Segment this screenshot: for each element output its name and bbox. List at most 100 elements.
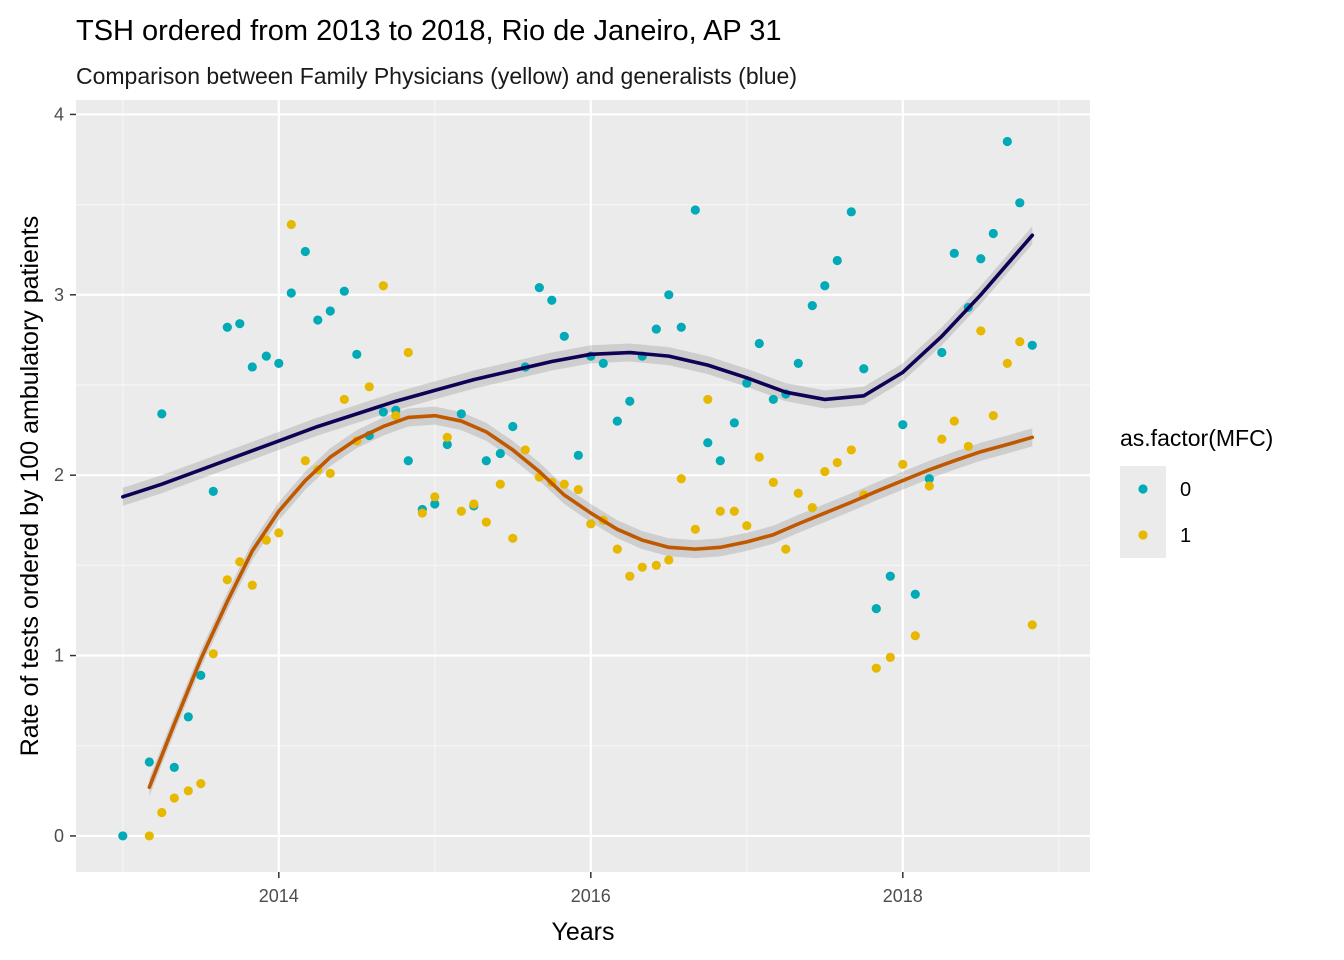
point-series-1 [1015,337,1025,347]
point-series-1 [378,281,388,291]
point-series-1 [949,416,959,426]
point-series-0 [898,420,908,430]
point-series-0 [196,670,206,680]
smooth-lines [121,233,1035,790]
point-series-1 [729,506,739,516]
legend: as.factor(MFC) 01 [1120,425,1273,558]
point-series-1 [339,394,349,405]
legend-keys: 01 [1120,466,1191,558]
point-series-0 [885,571,895,581]
point-series-0 [924,474,934,484]
point-series-1 [222,575,232,585]
point-series-1 [196,779,206,789]
point-series-0 [118,831,128,841]
point-series-1 [208,649,218,659]
point-series-0 [169,762,179,772]
major-gridlines [76,100,1090,872]
point-series-1 [235,557,245,567]
point-series-1 [286,219,296,230]
point-series-0 [313,315,323,325]
point-series-1 [820,466,830,477]
point-series-1 [300,456,310,466]
x-axis: 2014 2016 2018 [259,872,923,906]
point-series-0 [481,456,491,466]
point-series-1 [664,555,674,565]
legend-label-0: 0 [1180,479,1191,501]
y-tick-label: 0 [54,826,64,846]
point-series-1 [417,508,427,518]
point-series-0 [937,347,947,358]
point-series-0 [222,322,232,332]
point-series-1 [937,434,947,444]
point-series-0 [339,286,349,296]
point-series-1 [325,468,335,478]
point-series-0 [846,207,856,217]
point-series-0 [807,301,817,311]
plot-panel [76,100,1090,872]
point-series-0 [559,331,569,341]
point-series-0 [703,438,713,448]
point-series-0 [300,246,310,257]
point-series-0 [1002,136,1012,147]
point-series-1 [807,503,817,513]
point-series-1 [261,535,271,545]
point-series-0 [793,358,803,368]
point-series-1 [768,477,778,487]
point-series-0 [871,604,881,614]
point-series-0 [495,448,505,459]
point-series-1 [274,528,284,538]
point-series-1 [651,560,661,570]
point-series-0 [456,409,466,419]
chart-title: TSH ordered from 2013 to 2018, Rio de Ja… [76,15,782,47]
point-series-0 [949,248,959,258]
point-series-0 [261,351,271,361]
point-series-1 [754,452,764,462]
point-series-1 [559,479,569,489]
point-series-0 [768,394,778,405]
x-tick-label: 2018 [883,886,923,906]
point-series-0 [235,319,245,329]
point-series-0 [910,589,920,599]
point-series-0 [832,255,842,266]
point-series-1 [469,499,479,509]
point-series-0 [325,306,335,316]
point-series-0 [183,712,193,722]
point-series-0 [144,757,154,767]
x-tick-label: 2016 [571,886,611,906]
point-series-0 [651,324,661,334]
x-tick-label: 2014 [259,886,299,906]
point-series-0 [442,439,452,450]
smooth-line-series-1 [147,413,1035,790]
y-tick-label: 1 [54,646,64,666]
point-series-1 [832,457,842,468]
point-series-1 [612,544,622,554]
point-series-0 [573,450,583,460]
point-series-0 [612,416,622,426]
point-series-1 [1027,620,1037,630]
point-series-1 [157,807,167,818]
point-series-1 [715,506,725,516]
point-series-1 [924,481,934,491]
point-series-0 [403,456,413,466]
point-series-1 [391,411,401,421]
chart-subtitle: Comparison between Family Physicians (ye… [76,63,797,89]
point-series-0 [976,254,986,264]
point-series-0 [1027,340,1037,350]
point-series-1 [690,524,700,534]
point-series-0 [430,499,440,509]
point-series-1 [742,521,752,531]
point-series-0 [534,282,544,293]
point-series-0 [664,290,674,300]
point-series-1 [793,488,803,498]
point-series-0 [208,486,218,497]
point-series-0 [352,349,362,359]
point-series-1 [846,445,856,455]
y-tick-label: 3 [54,285,64,305]
point-series-0 [547,295,557,305]
y-axis-title: Rate of tests ordered by 100 ambulatory … [16,216,44,757]
legend-label-1: 1 [1180,525,1191,547]
point-series-0 [157,409,167,419]
point-series-1 [520,445,530,455]
point-series-1 [637,562,647,572]
